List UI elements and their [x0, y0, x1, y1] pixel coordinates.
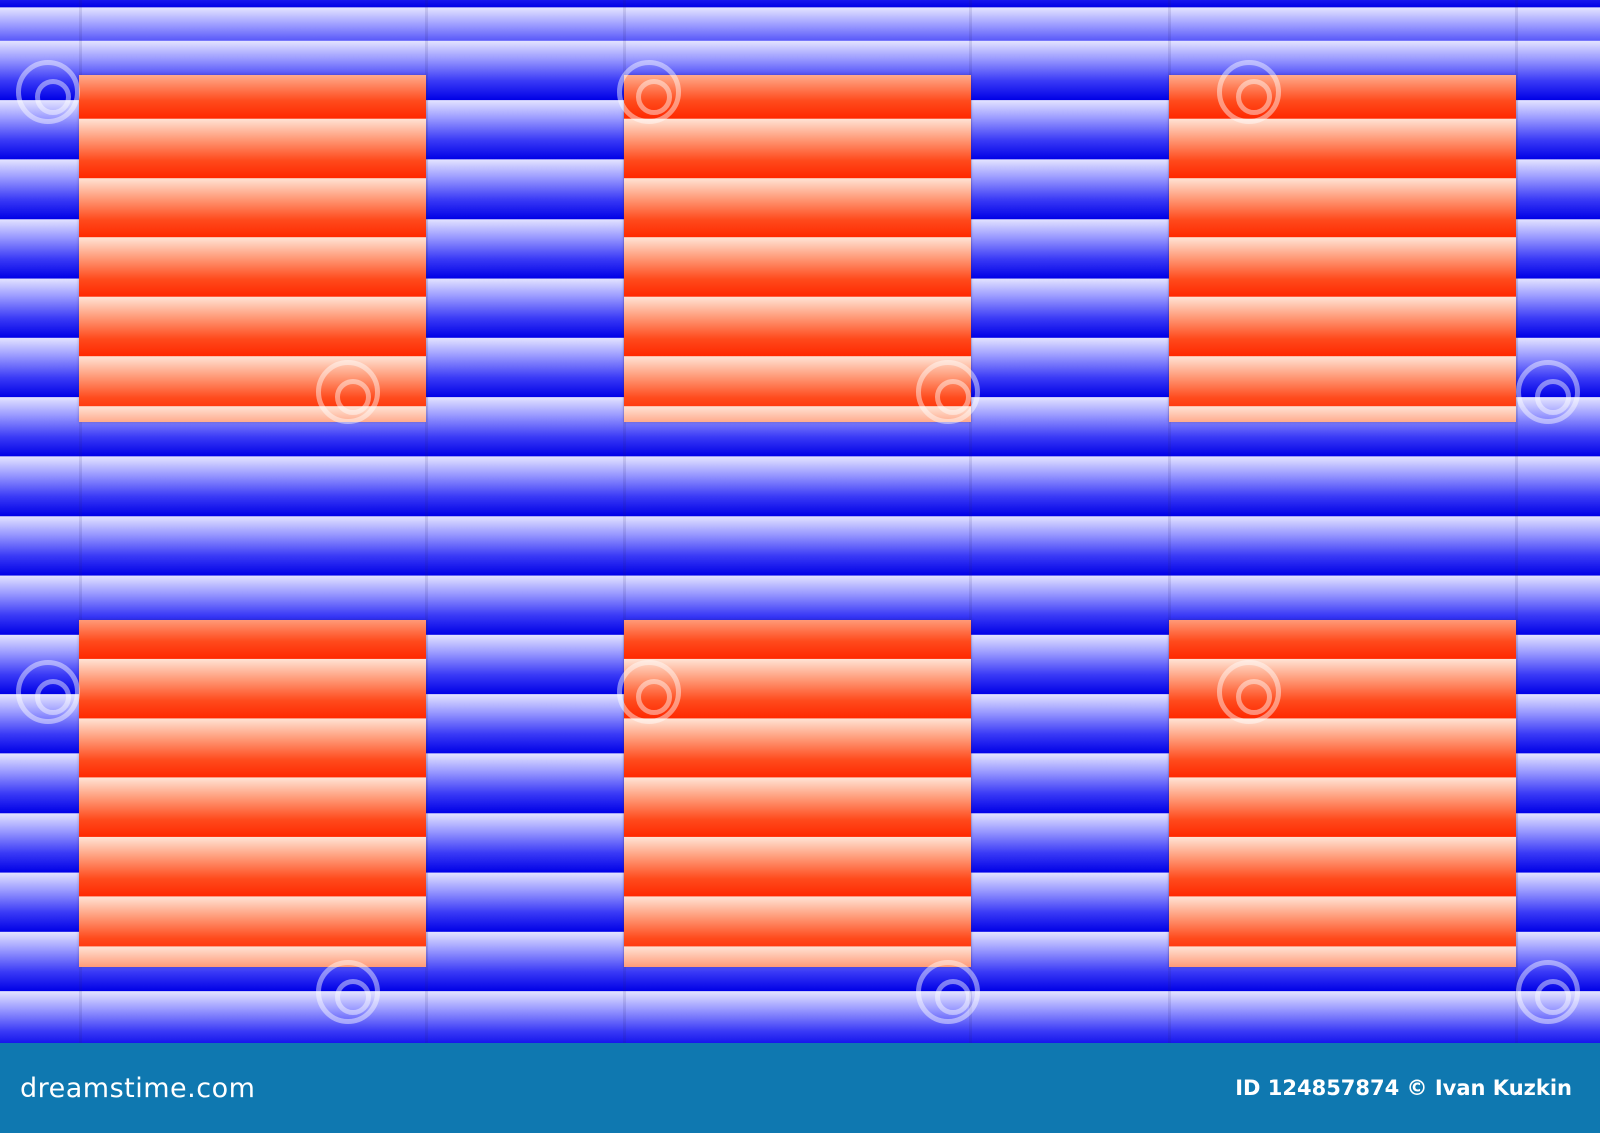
spiral-logo-icon — [1516, 360, 1580, 424]
red-block — [1169, 75, 1516, 422]
spiral-logo-icon — [1217, 60, 1281, 124]
divider — [623, 0, 626, 1043]
spiral-logo-icon — [16, 60, 80, 124]
spiral-logo-icon — [316, 960, 380, 1024]
red-block — [79, 75, 426, 422]
divider — [79, 0, 82, 1043]
red-block — [624, 75, 971, 422]
spiral-logo-icon — [916, 360, 980, 424]
spiral-logo-icon — [916, 960, 980, 1024]
red-block — [624, 620, 971, 967]
spiral-logo-icon — [1516, 960, 1580, 1024]
divider — [1515, 0, 1518, 1043]
spiral-logo-icon — [316, 360, 380, 424]
spiral-logo-icon — [617, 60, 681, 124]
red-block — [79, 620, 426, 967]
image-credit: ID 124857874 © Ivan Kuzkin — [1235, 1076, 1572, 1100]
logo: dreamstime.com — [20, 1073, 256, 1104]
footer-bar: dreamstime.com ID 124857874 © Ivan Kuzki… — [0, 1043, 1600, 1133]
divider — [969, 0, 972, 1043]
spiral-logo-icon — [1217, 660, 1281, 724]
spiral-logo-icon — [16, 660, 80, 724]
divider — [1168, 0, 1171, 1043]
divider — [425, 0, 428, 1043]
spiral-logo-icon — [617, 660, 681, 724]
red-block — [1169, 620, 1516, 967]
